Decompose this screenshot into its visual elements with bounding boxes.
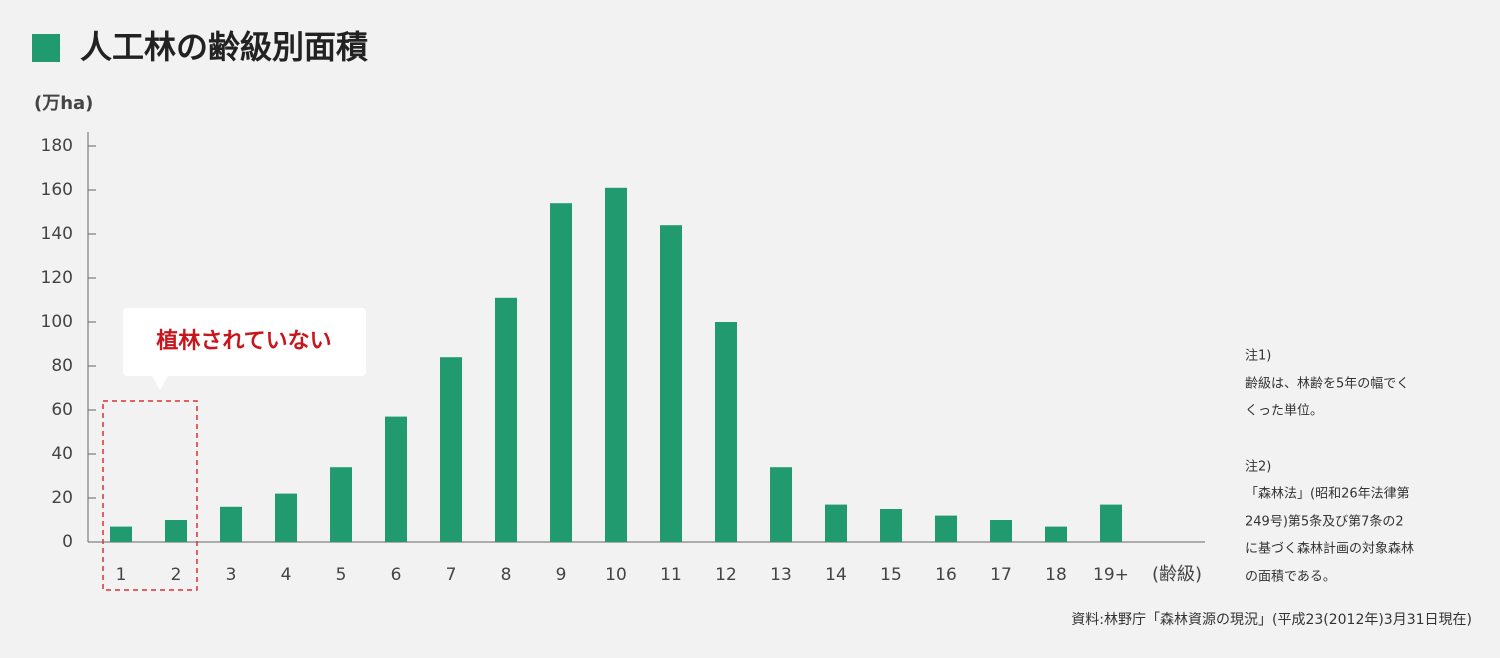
x-tick-label: 19+ (1093, 565, 1129, 585)
chart-title: 人工林の齢級別面積 (80, 28, 368, 66)
bar (770, 467, 792, 542)
bar (110, 526, 132, 542)
bar (660, 225, 682, 542)
x-tick-label: 14 (825, 565, 847, 585)
x-tick-label: 15 (880, 565, 902, 585)
y-tick-label: 20 (51, 488, 73, 508)
x-tick-label: 16 (935, 565, 957, 585)
note-line: 「森林法」(昭和26年法律第 (1245, 487, 1410, 502)
callout: 植林されていない (123, 308, 366, 390)
bar (1045, 526, 1067, 542)
bar (880, 509, 902, 542)
y-tick-label: 80 (51, 356, 73, 376)
x-tick-label: 11 (660, 565, 682, 585)
bar (495, 297, 517, 542)
note-line: 注2) (1245, 460, 1271, 475)
y-tick-label: 120 (41, 268, 73, 288)
note-line: 注1) (1245, 349, 1271, 364)
note-line: 齢級は、林齢を5年の幅でく (1245, 377, 1409, 392)
bar (990, 520, 1012, 542)
y-tick-label: 180 (41, 136, 73, 156)
x-tick-label: 4 (281, 565, 292, 585)
x-tick-label: 12 (715, 565, 737, 585)
bar (715, 322, 737, 542)
bar (825, 504, 847, 542)
x-tick-label: 9 (556, 565, 567, 585)
y-tick-label: 60 (51, 400, 73, 420)
x-tick-label: 7 (446, 565, 457, 585)
bar (275, 493, 297, 542)
highlight-box (102, 400, 198, 591)
y-tick-label: 100 (41, 312, 73, 332)
bar (440, 357, 462, 542)
x-tick-label: 8 (501, 565, 512, 585)
bar (935, 515, 957, 542)
x-tick-label: 5 (336, 565, 347, 585)
x-tick-label: 13 (770, 565, 792, 585)
x-axis-label: (齢級) (1152, 564, 1202, 585)
bar (550, 203, 572, 542)
x-tick-label: 6 (391, 565, 402, 585)
y-tick-label: 0 (62, 532, 73, 552)
bar (605, 187, 627, 543)
y-axis-label: (万ha) (34, 93, 93, 114)
bar (165, 520, 187, 542)
note-line: の面積である。 (1245, 570, 1336, 585)
callout-pointer (152, 376, 168, 390)
x-tick-label: 10 (605, 565, 627, 585)
x-tick-label: 3 (226, 565, 237, 585)
y-tick-label: 140 (41, 224, 73, 244)
y-tick-label: 160 (41, 180, 73, 200)
note-line: 249号)第5条及び第7条の2 (1245, 514, 1404, 530)
x-tick-label: 17 (990, 565, 1012, 585)
callout-box (123, 308, 366, 376)
x-tick-label: 18 (1045, 565, 1067, 585)
bar (1100, 504, 1122, 542)
bar (330, 467, 352, 542)
callout-text: 植林されていない (156, 328, 331, 354)
bar (220, 506, 242, 542)
note-line: に基づく森林計画の対象森林 (1245, 541, 1414, 557)
x-tick-label: 2 (171, 565, 182, 585)
note-line: くった単位。 (1245, 403, 1323, 419)
bar (385, 416, 407, 542)
title-marker (32, 34, 60, 62)
x-tick-label: 1 (116, 565, 127, 585)
y-tick-label: 40 (51, 444, 73, 464)
source: 資料:林野庁「森林資源の現況」(平成23(2012年)3月31日現在) (1071, 612, 1472, 628)
